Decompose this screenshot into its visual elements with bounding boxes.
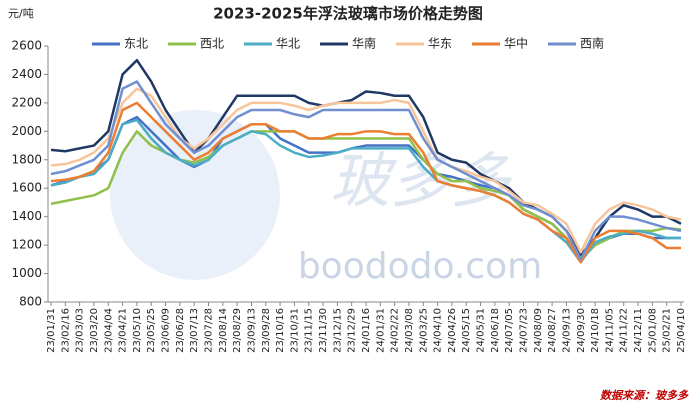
x-tick-label: 23/04/21 <box>118 308 129 353</box>
chart-title: 2023-2025年浮法玻璃市场价格走势图 <box>213 5 483 23</box>
x-tick-label: 23/03/20 <box>89 308 100 353</box>
source-note: 数据来源：玻多多 <box>600 389 689 402</box>
x-tick-label: 23/09/13 <box>246 308 257 353</box>
x-tick-label: 23/12/15 <box>332 308 343 353</box>
series-line <box>50 80 682 261</box>
y-tick-label: 1200 <box>11 238 42 252</box>
x-tick-label: 25/02/21 <box>662 308 673 353</box>
x-tick-label: 24/08/09 <box>533 308 544 353</box>
x-tick-label: 24/06/18 <box>490 308 501 353</box>
y-axis-label: 元/吨 <box>8 7 34 20</box>
legend-label: 华南 <box>352 36 376 51</box>
x-tick-label: 24/01/31 <box>375 308 386 353</box>
x-tick-label: 23/11/30 <box>318 308 329 353</box>
legend-label: 西北 <box>200 37 224 51</box>
x-tick-label: 24/02/22 <box>390 308 401 353</box>
x-tick-label: 25/04/10 <box>676 308 687 353</box>
legend-label: 华东 <box>428 37 452 51</box>
x-tick-label: 23/03/03 <box>75 308 86 353</box>
x-tick-label: 24/04/26 <box>447 308 458 353</box>
legend-label: 华北 <box>276 37 300 51</box>
x-tick-label: 24/04/10 <box>433 308 444 353</box>
x-tick-label: 23/02/16 <box>60 308 71 353</box>
y-tick-label: 1000 <box>11 266 42 280</box>
series-line <box>50 101 681 264</box>
watermark-text: boododo.com <box>298 246 542 287</box>
x-tick-label: 23/05/10 <box>132 308 143 353</box>
x-tick-label: 24/01/16 <box>361 308 372 353</box>
y-tick-label: 800 <box>19 295 42 309</box>
y-tick-label: 2200 <box>11 95 42 109</box>
x-tick-label: 23/10/16 <box>275 308 286 353</box>
x-tick-label: 23/08/14 <box>218 308 229 353</box>
x-tick-label: 23/04/04 <box>103 308 114 353</box>
x-tick-label: 23/11/15 <box>304 308 315 353</box>
x-tick-label: 24/05/15 <box>461 308 472 353</box>
x-tick-label: 24/09/30 <box>576 308 587 353</box>
x-tick-label: 24/11/22 <box>619 308 630 353</box>
x-tick-label: 24/11/05 <box>604 308 615 353</box>
y-tick-label: 1400 <box>11 209 42 223</box>
x-tick-label: 23/09/28 <box>261 308 272 353</box>
y-tick-label: 1600 <box>11 181 42 195</box>
watermark-logo <box>110 110 280 280</box>
y-tick-label: 2000 <box>11 124 42 138</box>
x-tick-label: 24/03/25 <box>418 308 429 353</box>
series-line <box>50 58 682 257</box>
x-tick-label: 23/08/29 <box>232 308 243 353</box>
legend-label: 华中 <box>504 36 528 51</box>
x-tick-label: 24/09/13 <box>561 308 572 353</box>
x-tick-label: 24/03/08 <box>404 308 415 353</box>
legend-label: 东北 <box>124 37 148 51</box>
y-tick-label: 2400 <box>11 67 42 81</box>
x-tick-label: 24/10/18 <box>590 308 601 353</box>
x-tick-label: 23/05/25 <box>146 308 157 353</box>
x-tick-label: 23/12/29 <box>347 308 358 353</box>
series-line <box>50 87 682 254</box>
x-tick-label: 24/05/31 <box>476 308 487 353</box>
x-tick-label: 24/08/27 <box>547 308 558 353</box>
x-tick-label: 23/07/13 <box>189 308 200 353</box>
x-tick-label: 23/10/31 <box>289 308 300 353</box>
x-tick-label: 24/12/11 <box>633 308 644 353</box>
y-tick-label: 1800 <box>11 152 42 166</box>
x-tick-label: 24/07/23 <box>519 308 530 353</box>
x-tick-label: 23/06/09 <box>161 308 172 353</box>
x-tick-label: 24/07/05 <box>504 308 515 353</box>
x-tick-label: 25/01/08 <box>647 308 658 353</box>
x-tick-label: 23/07/28 <box>204 308 215 353</box>
y-tick-label: 2600 <box>11 39 42 53</box>
x-tick-label: 23/06/28 <box>175 308 186 353</box>
x-tick-label: 23/01/31 <box>46 308 57 353</box>
legend-label: 西南 <box>580 36 604 51</box>
